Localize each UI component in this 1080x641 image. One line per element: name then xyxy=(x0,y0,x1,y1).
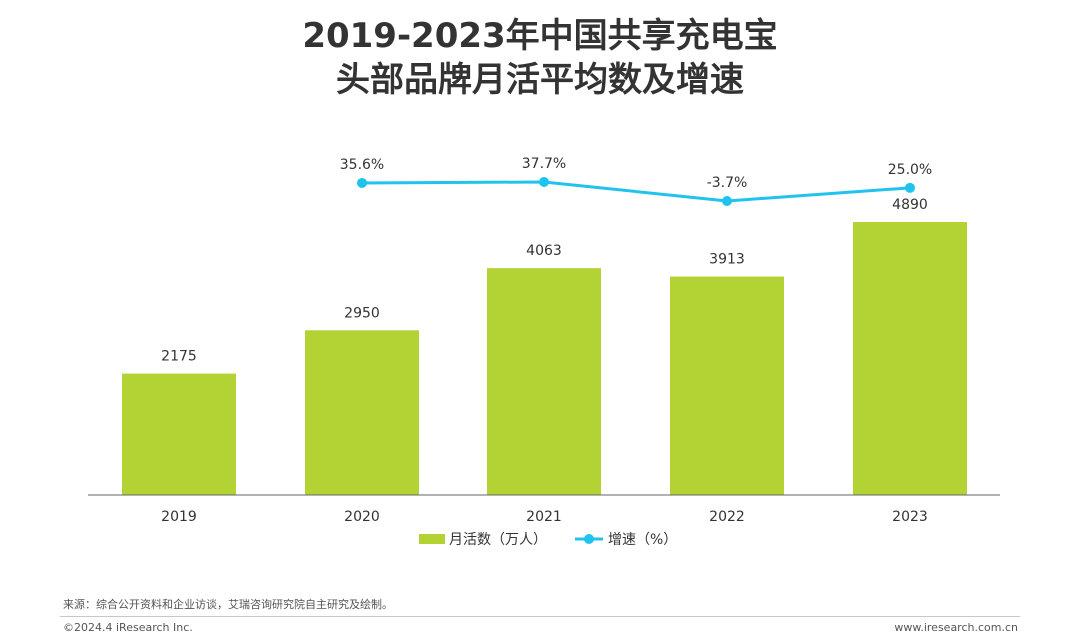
bar-2020 xyxy=(305,330,419,495)
website: www.iresearch.com.cn xyxy=(894,621,1018,634)
chart-canvas: 2175 2950 4063 3913 4890 2019 2020 2021 2022 2023… xyxy=(88,156,1000,548)
bar-label-2021: 4063 xyxy=(526,243,562,259)
growth-label-2020: 35.6% xyxy=(340,157,384,173)
growth-label-2022: -3.7% xyxy=(707,175,748,191)
bar-label-2020: 2950 xyxy=(344,305,380,321)
bar-2023 xyxy=(853,222,967,495)
growth-point-2023 xyxy=(905,182,915,193)
legend-bar-label: 月活数（万人） xyxy=(449,532,547,548)
x-tick-label-2021: 2021 xyxy=(526,509,562,525)
chart-title-line2: 头部品牌月活平均数及增速 xyxy=(336,60,744,100)
growth-line xyxy=(361,180,911,203)
x-tick-label-2022: 2022 xyxy=(709,509,745,525)
growth-label-2021: 37.7% xyxy=(522,156,566,172)
growth-label-2023: 25.0% xyxy=(888,162,932,178)
bar-label-2019: 2175 xyxy=(161,349,197,365)
bar-2019 xyxy=(122,373,236,495)
x-tick-label-2023: 2023 xyxy=(892,509,928,525)
growth-point-2021 xyxy=(539,177,549,187)
x-tick-label-2020: 2020 xyxy=(344,509,380,525)
bar-2022 xyxy=(670,276,784,495)
bar-label-2022: 3913 xyxy=(709,252,745,268)
bar-2021 xyxy=(487,268,601,495)
legend-bar-swatch xyxy=(419,534,445,544)
growth-point-2022 xyxy=(722,196,732,206)
footer-divider xyxy=(60,616,1020,617)
chart-title-line1: 2019-2023年中国共享充电宝 xyxy=(302,16,778,56)
source-note: 来源：综合公开资料和企业访谈，艾瑞咨询研究院自主研究及绘制。 xyxy=(63,598,393,611)
x-tick-label-2019: 2019 xyxy=(161,509,197,525)
copyright: ©2024.4 iResearch Inc. xyxy=(63,621,193,634)
growth-point-2020 xyxy=(357,177,367,188)
legend-line-marker xyxy=(584,534,594,544)
bar-label-2023: 4890 xyxy=(892,197,928,213)
legend-line-label: 增速（%） xyxy=(608,532,677,548)
